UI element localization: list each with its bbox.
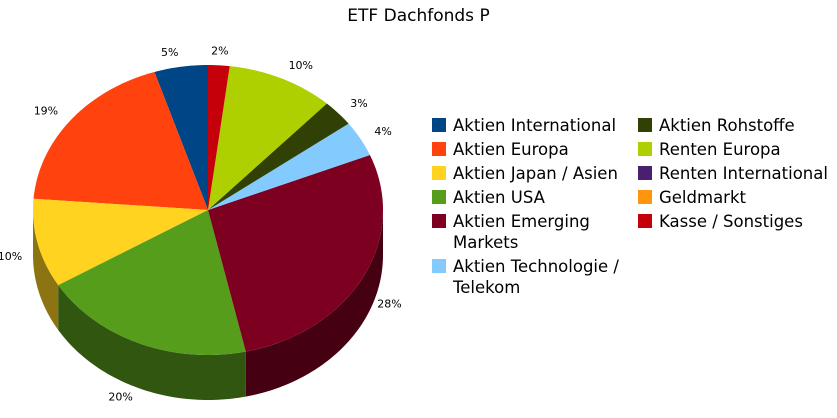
- legend-label: Aktien USA: [453, 188, 545, 207]
- legend-swatch: [432, 166, 446, 180]
- slice-side: [245, 210, 383, 397]
- slice: [154, 65, 208, 210]
- legend-label: Aktien Technologie / Telekom: [453, 257, 619, 297]
- legend-swatch: [432, 214, 446, 228]
- value-label: 5%: [161, 46, 178, 59]
- legend-label: Aktien International: [453, 116, 617, 135]
- legend-label: Geldmarkt: [659, 188, 746, 207]
- legend-swatch: [432, 259, 446, 273]
- chart-title: ETF Dachfonds P: [347, 6, 490, 26]
- legend-item: Aktien Japan / Asien: [432, 163, 638, 184]
- slice: [208, 66, 327, 211]
- legend-swatch: [432, 142, 446, 156]
- value-label: 2%: [211, 44, 228, 57]
- legend-swatch: [638, 190, 652, 204]
- legend-swatch: [638, 166, 652, 180]
- value-label: 19%: [34, 104, 58, 117]
- legend-label: Renten International: [659, 164, 828, 183]
- legend-label: Kasse / Sonstiges: [659, 212, 803, 231]
- slice-side: [58, 285, 246, 400]
- legend-item: Aktien Technologie / Telekom: [432, 256, 638, 298]
- legend-swatch: [432, 118, 446, 132]
- legend-label: Aktien Rohstoffe: [659, 116, 795, 135]
- slice: [208, 155, 383, 352]
- legend-swatch: [432, 190, 446, 204]
- slice-side: [33, 210, 59, 331]
- legend-item: Aktien Rohstoffe: [638, 115, 828, 136]
- slice: [33, 71, 208, 211]
- value-label: 20%: [108, 391, 132, 404]
- legend-swatch: [638, 118, 652, 132]
- legend-label: Aktien Europa: [453, 140, 569, 159]
- legend-label: Aktien Emerging Markets: [453, 212, 590, 252]
- legend-item: Aktien USA: [432, 187, 638, 208]
- value-label: 10%: [0, 250, 22, 263]
- slice: [208, 103, 349, 210]
- legend-item: Renten Europa: [638, 139, 828, 160]
- slice: [208, 123, 370, 210]
- slice: [208, 65, 230, 210]
- value-label: 4%: [374, 125, 391, 138]
- value-label: 10%: [289, 59, 313, 72]
- legend-item: Aktien Emerging Markets: [432, 211, 638, 253]
- slice: [58, 210, 246, 355]
- legend-item: Aktien International: [432, 115, 638, 136]
- value-label: 28%: [377, 298, 401, 311]
- legend-item: Renten International: [638, 163, 828, 184]
- legend-swatch: [638, 142, 652, 156]
- legend-label: Renten Europa: [659, 140, 781, 159]
- legend-label: Aktien Japan / Asien: [453, 164, 618, 183]
- legend-item: Aktien Europa: [432, 139, 638, 160]
- legend-item: Kasse / Sonstiges: [638, 211, 828, 253]
- legend-item: Geldmarkt: [638, 187, 828, 208]
- value-label: 3%: [350, 97, 367, 110]
- legend: Aktien International Aktien Europa Aktien …: [432, 115, 828, 298]
- legend-swatch: [638, 214, 652, 228]
- slice: [33, 198, 208, 286]
